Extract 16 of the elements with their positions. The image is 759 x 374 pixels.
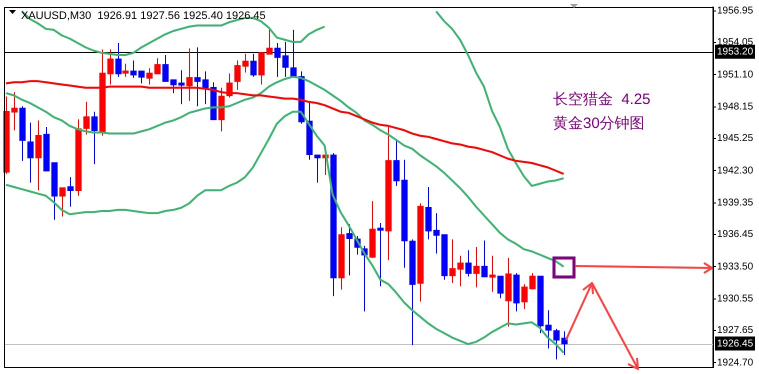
y-tick-label: 1939.35 xyxy=(717,198,754,209)
ref-line-label: 1926.45 xyxy=(717,338,754,350)
y-tick-label: 1936.45 xyxy=(717,229,754,240)
annotation: 黄金30分钟图 xyxy=(553,115,645,132)
y-tick-label: 1924.70 xyxy=(717,357,754,368)
y-tick-label: 1933.50 xyxy=(717,261,754,272)
annotation: 长空猎金 4.25 xyxy=(553,91,651,108)
y-tick-label: 1945.25 xyxy=(717,133,754,144)
y-tick-label: 1951.10 xyxy=(717,69,754,80)
y-tick-label: 1948.15 xyxy=(717,102,754,113)
y-tick-label: 1927.65 xyxy=(717,325,754,336)
y-tick-label: 1954.05 xyxy=(717,37,754,48)
ref-line-label: 1953.20 xyxy=(717,46,754,58)
y-tick-label: 1956.95 xyxy=(717,6,754,17)
y-tick-label: 1930.55 xyxy=(717,294,754,305)
y-tick-label: 1942.30 xyxy=(717,165,754,176)
